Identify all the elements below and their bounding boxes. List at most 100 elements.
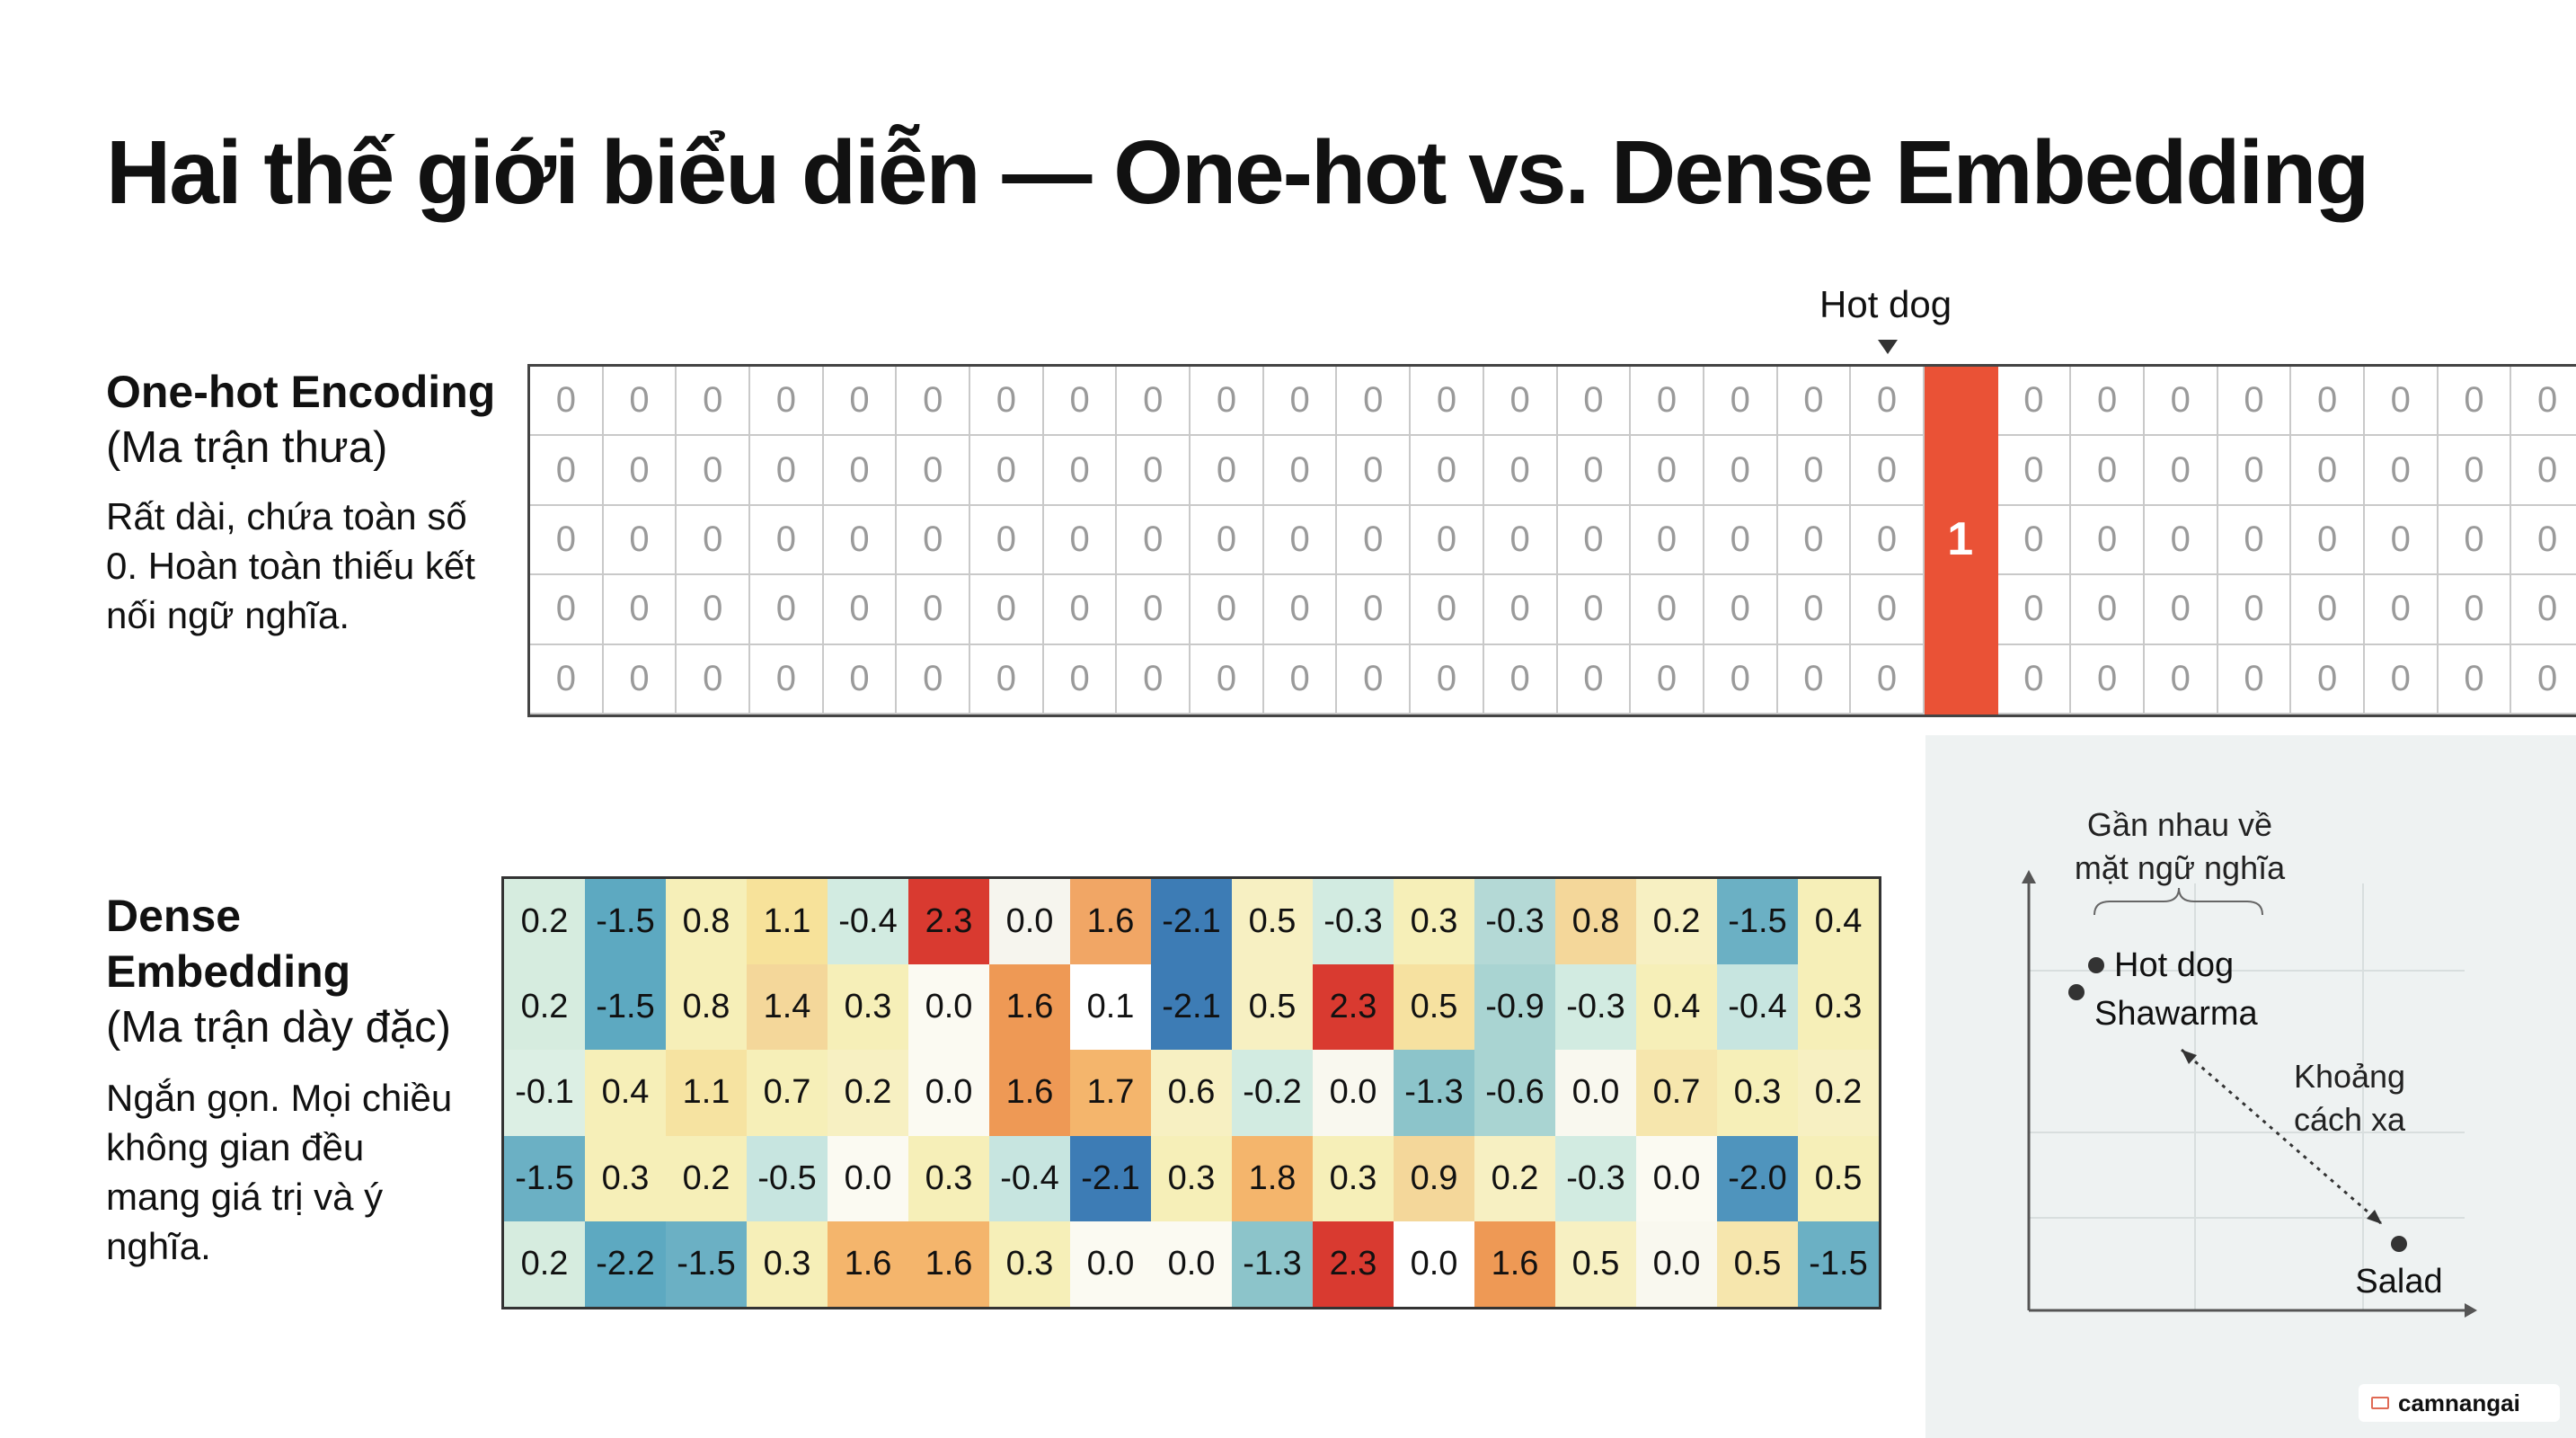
dense-cell: 0.2 bbox=[828, 1050, 908, 1136]
onehot-cell: 0 bbox=[750, 644, 824, 715]
onehot-cell: 0 bbox=[677, 505, 751, 576]
onehot-cell: 0 bbox=[1263, 367, 1338, 437]
onehot-cell: 0 bbox=[970, 644, 1044, 715]
dense-cell: 1.8 bbox=[1232, 1135, 1313, 1221]
onehot-cell: 0 bbox=[897, 575, 971, 645]
dense-cell: 0.5 bbox=[1232, 879, 1313, 965]
onehot-cell: 0 bbox=[2438, 575, 2512, 645]
dense-desc-line: nghĩa. bbox=[106, 1225, 211, 1267]
watermark: camnangai bbox=[2359, 1384, 2560, 1422]
onehot-cell: 0 bbox=[1483, 505, 1558, 576]
onehot-cell: 0 bbox=[823, 505, 898, 576]
point-shawarma bbox=[2068, 984, 2085, 1000]
onehot-cell: 0 bbox=[1263, 644, 1338, 715]
onehot-cell: 0 bbox=[1997, 367, 2072, 437]
onehot-cell: 0 bbox=[1777, 575, 1852, 645]
onehot-cell: 0 bbox=[2144, 505, 2218, 576]
onehot-cell: 0 bbox=[1411, 367, 1484, 437]
onehot-cell: 0 bbox=[2364, 436, 2439, 506]
dense-cell: -0.2 bbox=[1232, 1050, 1313, 1136]
dense-cell: 1.6 bbox=[1070, 879, 1151, 965]
onehot-cell: 0 bbox=[1631, 505, 1704, 576]
dense-cell: 0.0 bbox=[1394, 1221, 1474, 1307]
dense-cell: 1.4 bbox=[747, 964, 828, 1051]
dense-cell: 0.2 bbox=[1474, 1135, 1555, 1221]
dense-cell: -1.5 bbox=[1798, 1221, 1879, 1307]
dense-cell: -0.4 bbox=[1717, 964, 1798, 1051]
dense-cell: -0.3 bbox=[1555, 964, 1636, 1051]
point-label: Hot dog bbox=[2114, 946, 2234, 984]
onehot-cell: 0 bbox=[603, 505, 677, 576]
onehot-cell: 0 bbox=[1117, 505, 1191, 576]
onehot-cell: 0 bbox=[2071, 575, 2145, 645]
dense-cell: 0.0 bbox=[1151, 1221, 1232, 1307]
onehot-cell: 0 bbox=[897, 436, 971, 506]
onehot-cell: 0 bbox=[1851, 505, 1925, 576]
dense-cell: 2.3 bbox=[1313, 964, 1394, 1051]
book-icon bbox=[2371, 1397, 2389, 1409]
dense-desc-line: không gian đều bbox=[106, 1126, 365, 1168]
dense-cell: 0.7 bbox=[747, 1050, 828, 1136]
onehot-cell: 0 bbox=[1851, 367, 1925, 437]
dense-cell: 1.6 bbox=[1474, 1221, 1555, 1307]
dense-cell: 0.4 bbox=[1636, 964, 1717, 1051]
dense-cell: -0.3 bbox=[1474, 879, 1555, 965]
onehot-cell: 0 bbox=[2144, 367, 2218, 437]
dense-title-line: Dense bbox=[106, 891, 242, 941]
onehot-cell: 0 bbox=[1997, 505, 2072, 576]
onehot-cell: 0 bbox=[1263, 575, 1338, 645]
onehot-cell: 0 bbox=[750, 505, 824, 576]
dense-cell: -1.3 bbox=[1232, 1221, 1313, 1307]
onehot-cell: 0 bbox=[2217, 367, 2292, 437]
onehot-cell: 0 bbox=[2217, 505, 2292, 576]
dense-cell: -1.5 bbox=[1717, 879, 1798, 965]
onehot-cell: 0 bbox=[897, 644, 971, 715]
onehot-cell: 0 bbox=[1851, 575, 1925, 645]
dense-cell: 0.2 bbox=[666, 1135, 747, 1221]
onehot-cell: 0 bbox=[1631, 436, 1704, 506]
onehot-cell: 0 bbox=[2144, 644, 2218, 715]
onehot-cell: 0 bbox=[2438, 644, 2512, 715]
onehot-cell: 0 bbox=[1043, 505, 1118, 576]
dense-cell: 0.0 bbox=[1636, 1135, 1717, 1221]
point-label: Shawarma bbox=[2094, 995, 2258, 1033]
onehot-cell: 0 bbox=[1704, 436, 1778, 506]
onehot-cell: 0 bbox=[603, 367, 677, 437]
onehot-cell: 0 bbox=[970, 575, 1044, 645]
dense-cell: 0.5 bbox=[1798, 1135, 1879, 1221]
onehot-cell: 0 bbox=[750, 367, 824, 437]
dense-cell: 1.7 bbox=[1070, 1050, 1151, 1136]
dense-cell: 0.0 bbox=[908, 1050, 989, 1136]
onehot-cell: 0 bbox=[1337, 367, 1412, 437]
onehot-cell: 0 bbox=[750, 575, 824, 645]
onehot-cell: 0 bbox=[1704, 505, 1778, 576]
onehot-cell: 0 bbox=[1851, 436, 1925, 506]
dense-desc-line: mang giá trị và ý bbox=[106, 1176, 384, 1218]
dense-cell: 0.3 bbox=[1394, 879, 1474, 965]
dense-cell: 0.2 bbox=[504, 879, 585, 965]
onehot-cell: 0 bbox=[823, 575, 898, 645]
onehot-cell: 0 bbox=[1777, 367, 1852, 437]
dense-cell: 0.0 bbox=[1555, 1050, 1636, 1136]
onehot-cell: 0 bbox=[2291, 505, 2365, 576]
onehot-cell: 0 bbox=[530, 505, 604, 576]
dense-cell: 1.6 bbox=[908, 1221, 989, 1307]
dense-cell: 0.2 bbox=[1798, 1050, 1879, 1136]
onehot-cell: 0 bbox=[1191, 644, 1264, 715]
onehot-cell: 0 bbox=[897, 367, 971, 437]
dense-cell: 0.0 bbox=[1070, 1221, 1151, 1307]
onehot-cell: 0 bbox=[897, 505, 971, 576]
dense-cell: 0.2 bbox=[504, 964, 585, 1051]
dense-cell: -1.3 bbox=[1394, 1050, 1474, 1136]
y-axis-arrow-icon bbox=[2022, 870, 2036, 883]
dense-cell: 0.3 bbox=[585, 1135, 666, 1221]
onehot-cell: 0 bbox=[1557, 436, 1632, 506]
onehot-cell: 0 bbox=[970, 505, 1044, 576]
onehot-desc-line: Rất dài, chứa toàn số bbox=[106, 495, 467, 537]
dense-cell: 1.6 bbox=[989, 1050, 1070, 1136]
onehot-cell: 0 bbox=[2364, 644, 2439, 715]
dense-cell: 0.6 bbox=[1151, 1050, 1232, 1136]
onehot-cell: 0 bbox=[2364, 367, 2439, 437]
dense-cell: 0.2 bbox=[1636, 879, 1717, 965]
